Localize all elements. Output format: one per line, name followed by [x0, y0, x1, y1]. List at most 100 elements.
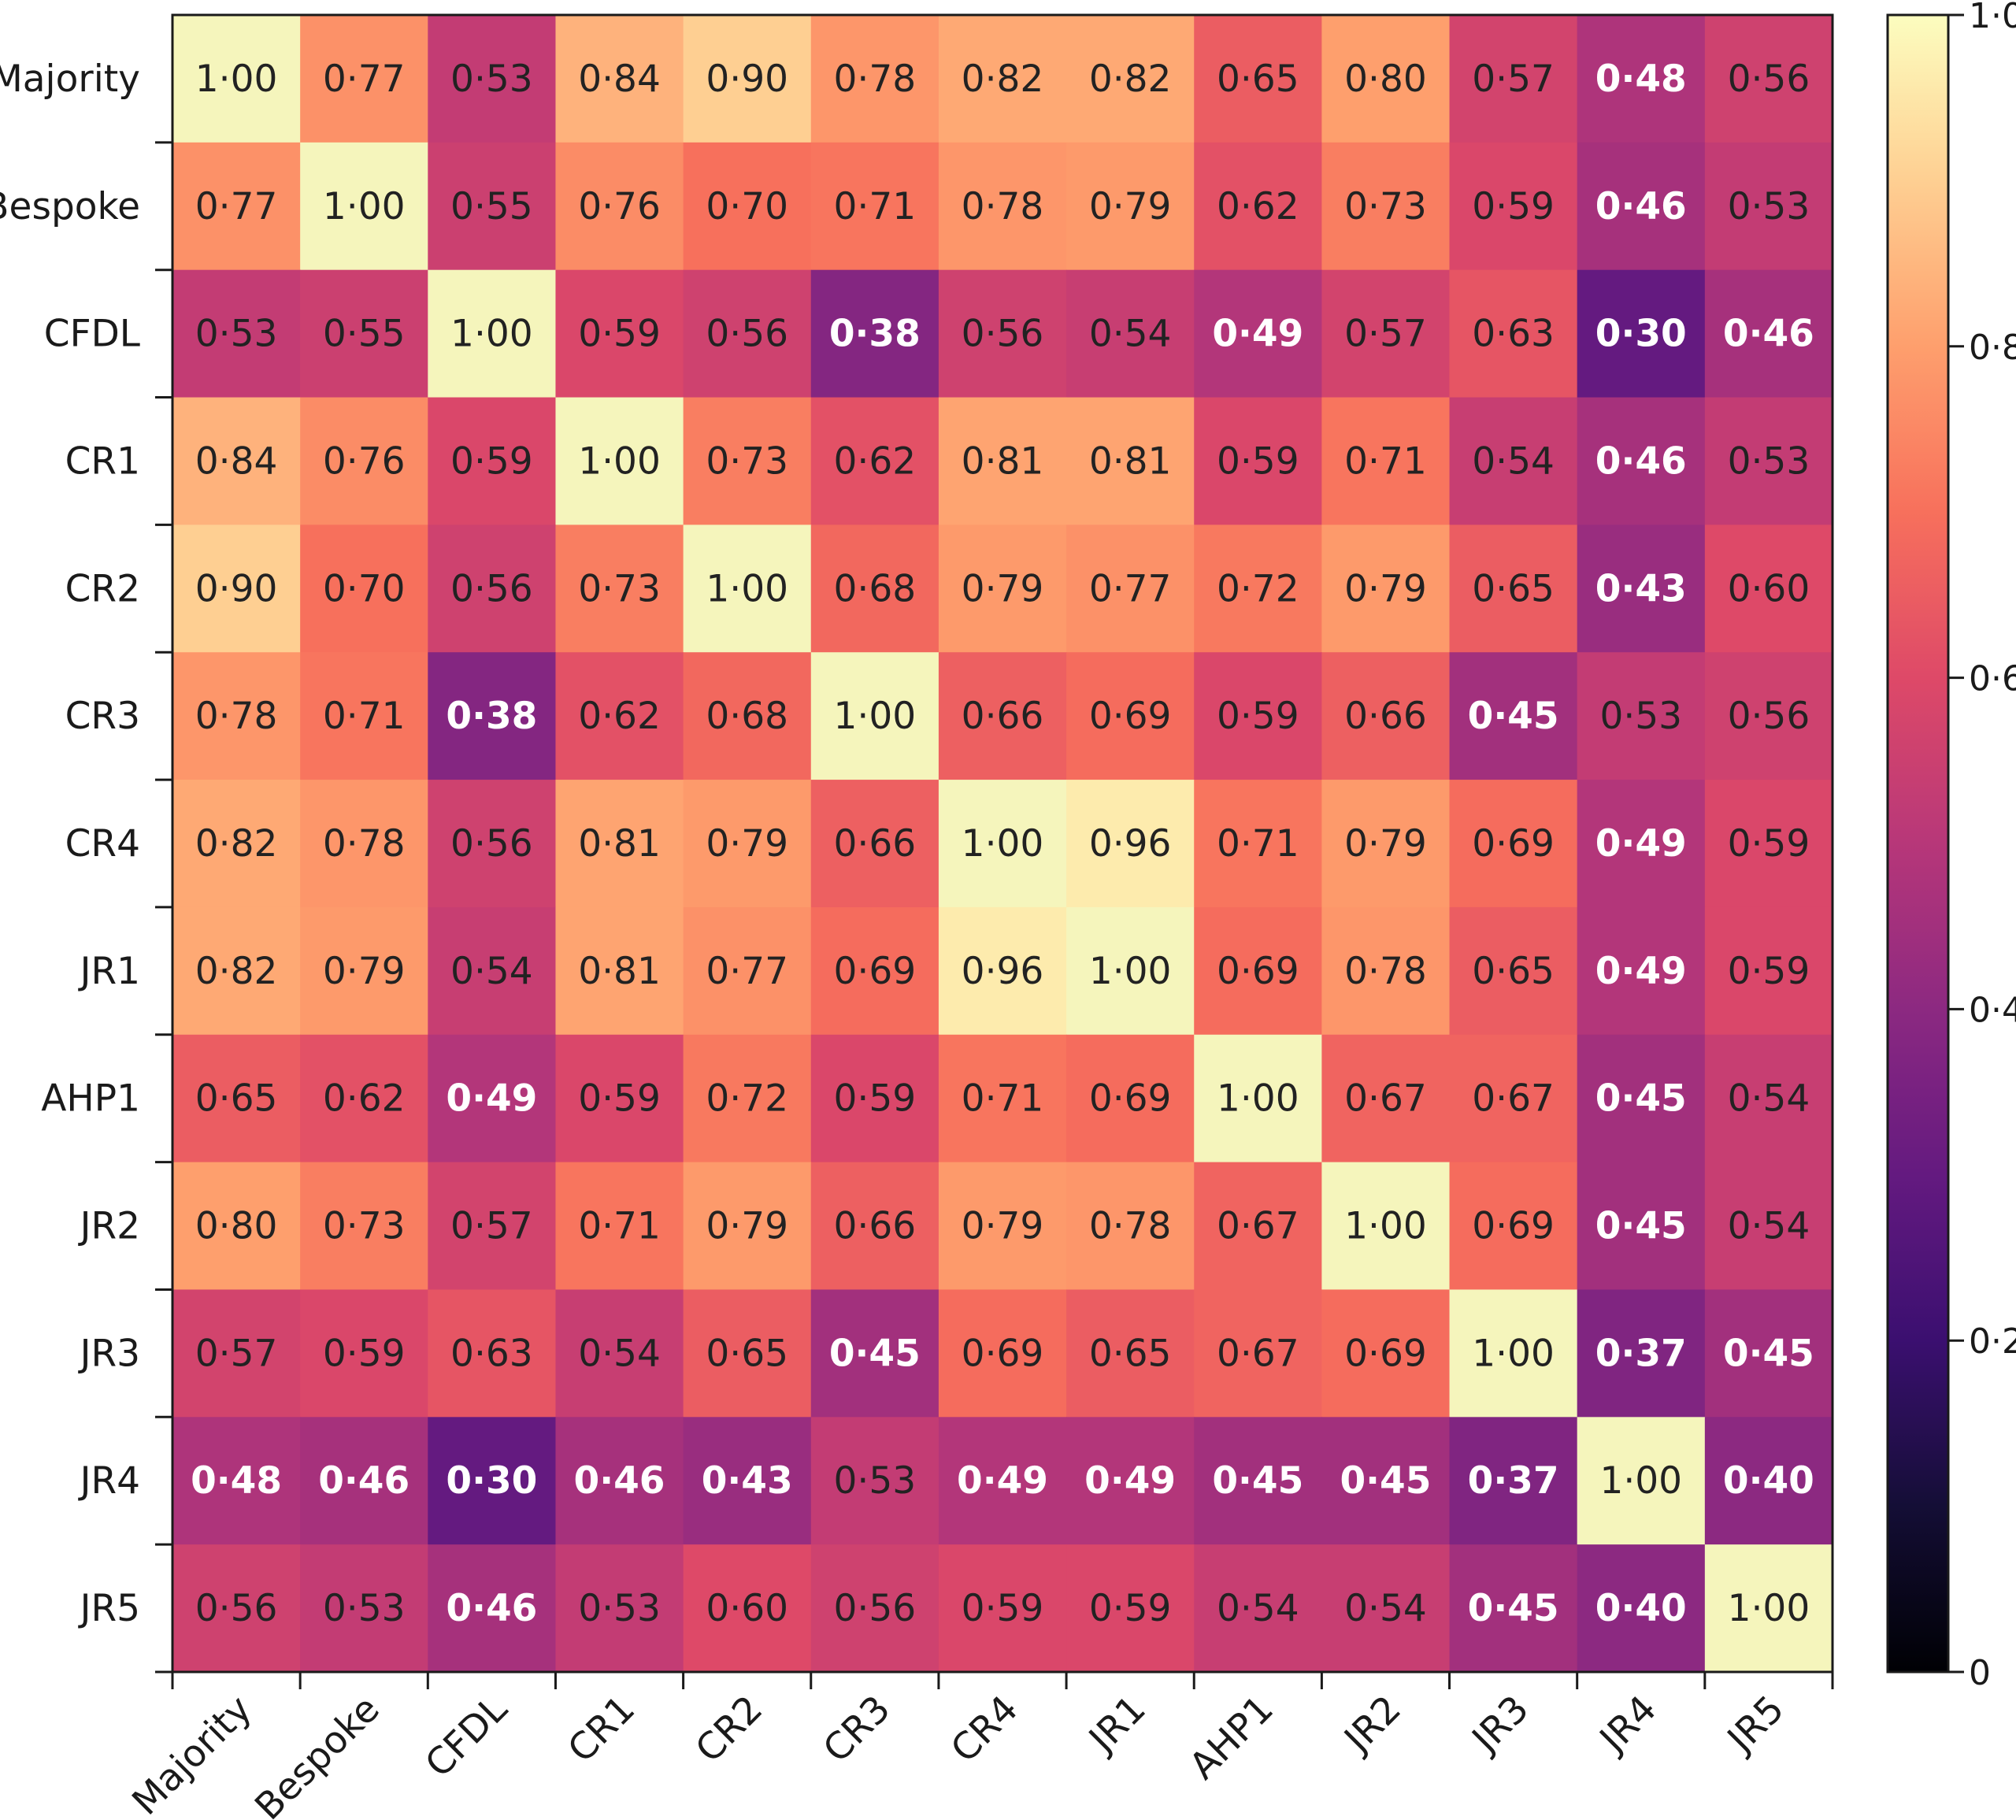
- x-tick-label: JR2: [1335, 1688, 1410, 1763]
- cell-value-label: 0·77: [1089, 567, 1172, 610]
- heatmap-cell-JR1-JR4: [1577, 906, 1706, 1036]
- cell-value-label: 0·54: [578, 1332, 661, 1375]
- heatmap-cell-CR2-CR3: [810, 525, 939, 653]
- y-tick-label: JR5: [78, 1587, 140, 1630]
- heatmap-cell-CFDL-CR3: [810, 269, 939, 398]
- cell-value-label: 0·67: [1344, 1077, 1427, 1121]
- cell-value-label: 0·79: [1344, 567, 1427, 610]
- heatmap-cell-JR3-JR3: [1449, 1289, 1578, 1418]
- heatmap-cell-CFDL-CR2: [683, 269, 812, 398]
- cell-value-label: 0·81: [578, 822, 661, 866]
- cell-value-label: 0·77: [706, 950, 788, 993]
- y-tick-label: JR4: [78, 1459, 140, 1503]
- cell-value-label: 0·37: [1595, 1332, 1687, 1375]
- heatmap-cell-CR4-JR2: [1321, 780, 1451, 908]
- heatmap-cell-JR3-CR2: [683, 1289, 812, 1418]
- cell-value-label: 0·56: [962, 313, 1044, 356]
- cell-value-label: 0·62: [834, 439, 917, 483]
- cell-value-label: 0·65: [1472, 567, 1555, 610]
- heatmap-cell-CR3-CR3: [810, 652, 939, 780]
- cell-value-label: 0·66: [834, 822, 917, 866]
- cell-value-label: 0·48: [1595, 57, 1687, 101]
- heatmap-cell-CR2-JR3: [1449, 525, 1578, 653]
- heatmap-cell-Majority-JR2: [1321, 15, 1451, 143]
- heatmap-cell-JR5-CR2: [683, 1544, 812, 1673]
- cell-value-label: 0·40: [1723, 1459, 1814, 1503]
- heatmap-cell-Bespoke-CR1: [555, 142, 684, 271]
- heatmap-cell-Bespoke-CFDL: [428, 142, 557, 271]
- cell-value-label: 0·73: [706, 439, 788, 483]
- colorbar-gradient: [1886, 13, 1950, 1674]
- heatmap-cell-CR1-CR1: [555, 397, 684, 525]
- heatmap-cell-Majority-JR5: [1704, 15, 1833, 143]
- cell-value-label: 0·59: [1728, 822, 1810, 866]
- heatmap-cell-JR3-JR4: [1577, 1289, 1706, 1418]
- heatmap-cell-CR3-CFDL: [428, 652, 557, 780]
- heatmap-cell-CR4-Bespoke: [300, 780, 428, 908]
- cell-value-label: 0·37: [1468, 1459, 1559, 1503]
- heatmap-cell-JR1-CFDL: [428, 906, 557, 1036]
- cell-value-label: 0·59: [578, 313, 661, 356]
- heatmap-cell-CR1-CR3: [810, 397, 939, 525]
- cell-value-label: 0·48: [191, 1459, 282, 1503]
- cell-value-label: 0·53: [1599, 695, 1682, 738]
- x-tick-label: CFDL: [417, 1688, 516, 1786]
- heatmap-cell-Majority-CR3: [810, 15, 939, 143]
- cell-value-label: 0·54: [1217, 1587, 1299, 1630]
- cell-value-label: 1·00: [578, 439, 661, 483]
- heatmap-cell-JR2-JR1: [1066, 1162, 1195, 1291]
- heatmap-cell-AHP1-AHP1: [1194, 1034, 1322, 1163]
- cell-value-label: 0·55: [323, 313, 406, 356]
- cell-value-label: 0·67: [1217, 1332, 1299, 1375]
- heatmap-cell-CR3-Bespoke: [300, 652, 428, 780]
- heatmap-cell-CR1-JR2: [1321, 397, 1451, 525]
- cell-value-label: 0·69: [834, 950, 917, 993]
- cell-value-label: 1·00: [1472, 1332, 1555, 1375]
- heatmap-cell-JR5-CR3: [810, 1544, 939, 1673]
- cell-value-label: 0·81: [578, 950, 661, 993]
- heatmap-cell-JR3-Majority: [172, 1289, 301, 1418]
- heatmap-cell-CR3-CR1: [555, 652, 684, 780]
- cell-value-label: 0·56: [706, 313, 788, 356]
- cell-value-label: 0·79: [706, 1205, 788, 1248]
- cell-value-label: 0·72: [1217, 567, 1299, 610]
- heatmap-cell-JR1-JR1: [1066, 906, 1195, 1036]
- heatmap-cell-JR1-Majority: [172, 906, 301, 1036]
- y-tick-label: JR3: [78, 1332, 140, 1375]
- colorbar-tick-label: 0·4: [1969, 990, 2016, 1030]
- heatmap-cell-JR1-JR5: [1704, 906, 1833, 1036]
- cell-value-label: 0·45: [1340, 1459, 1431, 1503]
- cell-value-label: 0·49: [957, 1459, 1048, 1503]
- cell-value-label: 0·84: [578, 57, 661, 101]
- heatmap-cell-Bespoke-JR1: [1066, 142, 1195, 271]
- heatmap-cell-CR4-CFDL: [428, 780, 557, 908]
- heatmap-cell-CR3-JR5: [1704, 652, 1833, 780]
- cell-value-label: 0·57: [1344, 313, 1427, 356]
- heatmap-cell-CFDL-Bespoke: [300, 269, 428, 398]
- x-tick-label: JR1: [1080, 1688, 1154, 1763]
- cell-value-label: 0·73: [323, 1205, 406, 1248]
- y-tick-label: CR4: [65, 822, 140, 866]
- x-tick-label: AHP1: [1181, 1688, 1282, 1788]
- cell-value-label: 0·96: [962, 950, 1044, 993]
- heatmap-cell-CR2-CFDL: [428, 525, 557, 653]
- cell-value-label: 0·43: [1595, 567, 1687, 610]
- cell-value-label: 0·59: [1728, 950, 1810, 993]
- y-tick-label: CR3: [65, 695, 140, 738]
- heatmap-cell-JR4-Bespoke: [300, 1417, 428, 1545]
- heatmap-cell-JR4-JR4: [1577, 1417, 1706, 1545]
- heatmap-cell-CR4-JR3: [1449, 780, 1578, 908]
- heatmap-cell-CR1-JR3: [1449, 397, 1578, 525]
- cell-value-label: 0·81: [962, 439, 1044, 483]
- heatmap-cell-JR4-AHP1: [1194, 1417, 1322, 1545]
- cell-value-label: 0·82: [962, 57, 1044, 101]
- heatmap-cell-Bespoke-AHP1: [1194, 142, 1322, 271]
- heatmap-cell-JR1-JR3: [1449, 906, 1578, 1036]
- y-tick-label: CR2: [65, 567, 140, 610]
- cell-value-label: 0·46: [446, 1587, 537, 1630]
- heatmap-cell-JR5-Majority: [172, 1544, 301, 1673]
- heatmap-cell-CR3-JR3: [1449, 652, 1578, 780]
- cell-value-label: 0·46: [574, 1459, 665, 1503]
- cell-value-label: 0·59: [1217, 439, 1299, 483]
